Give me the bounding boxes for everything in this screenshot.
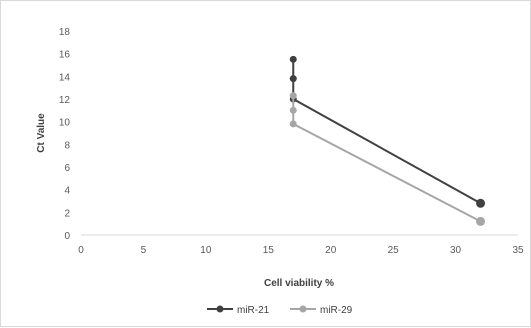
data-point: [289, 75, 297, 83]
data-point: [289, 106, 297, 114]
legend: miR-21 miR-29: [207, 305, 353, 316]
series-layer: [289, 55, 486, 226]
data-point: [476, 216, 486, 226]
y-tick-label: 18: [59, 27, 71, 38]
y-tick-label: 4: [64, 186, 70, 197]
y-tick-label: 12: [59, 95, 71, 106]
y-axis-ticks: 0 2 4 6 8 10 12 14 16 18: [59, 27, 71, 242]
data-point: [476, 198, 486, 208]
data-point: [289, 55, 297, 63]
x-tick-label: 35: [512, 245, 524, 256]
series-line: [292, 59, 482, 205]
x-axis-title: Cell viability %: [264, 278, 334, 289]
legend-label: miR-21: [237, 305, 270, 316]
legend-marker: [299, 305, 307, 313]
x-tick-label: 0: [78, 245, 84, 256]
y-tick-label: 8: [64, 140, 70, 151]
data-point: [289, 92, 297, 100]
x-tick-label: 25: [388, 245, 400, 256]
y-axis-title: Ct Value: [36, 113, 47, 153]
legend-item: miR-21: [207, 305, 270, 316]
data-point: [289, 120, 297, 128]
legend-marker: [216, 305, 224, 313]
x-tick-label: 10: [200, 245, 212, 256]
x-tick-label: 15: [263, 245, 275, 256]
series-miR-21: [289, 55, 486, 208]
x-tick-label: 5: [141, 245, 147, 256]
x-axis-ticks: 0 5 10 15 20 25 30 35: [78, 245, 524, 256]
x-tick-label: 20: [325, 245, 337, 256]
x-tick-label: 30: [450, 245, 462, 256]
y-tick-label: 14: [59, 72, 71, 83]
series-line: [292, 95, 482, 223]
y-tick-label: 0: [64, 231, 70, 242]
legend-item: miR-29: [290, 305, 353, 316]
y-tick-label: 10: [59, 118, 71, 129]
legend-label: miR-29: [320, 305, 353, 316]
y-tick-label: 16: [59, 50, 71, 61]
y-tick-label: 2: [64, 208, 70, 219]
y-tick-label: 6: [64, 163, 70, 174]
series-miR-29: [289, 92, 486, 226]
